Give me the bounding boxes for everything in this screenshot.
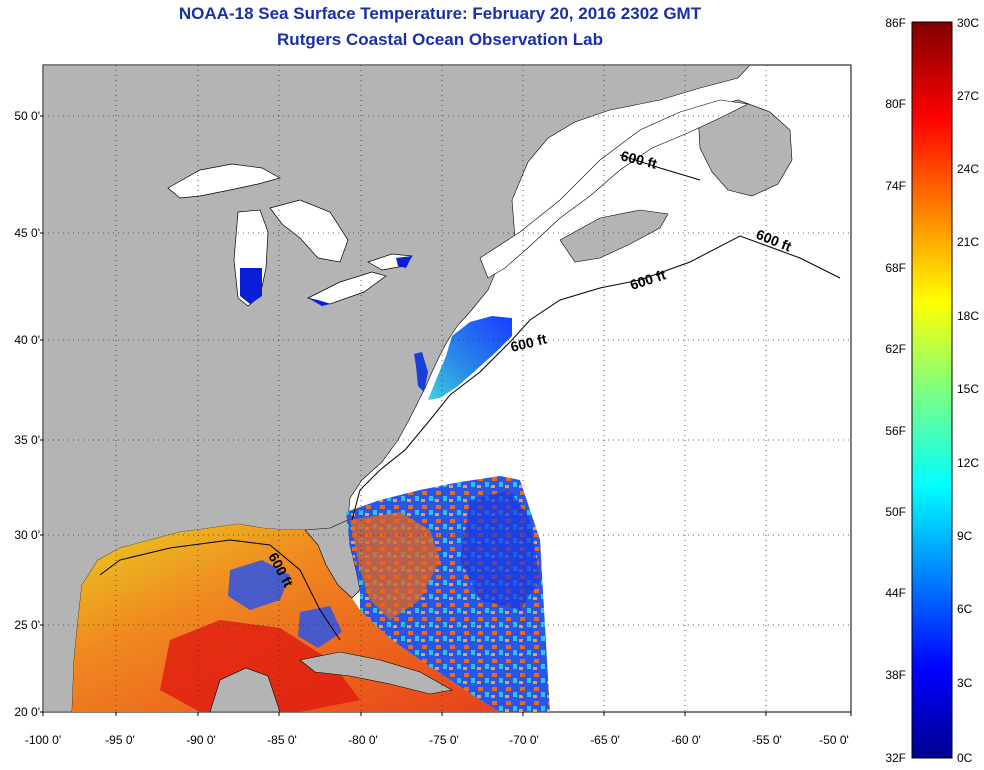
colorbar-c-label: 30C bbox=[957, 16, 979, 30]
lon-label: -65 0' bbox=[590, 733, 620, 747]
lon-label: -85 0' bbox=[267, 733, 297, 747]
lat-label: 25 0' bbox=[14, 618, 40, 632]
land-nova-scotia bbox=[559, 209, 669, 263]
colorbar-f-label: 62F bbox=[885, 342, 906, 356]
lat-label: 20 0' bbox=[14, 705, 40, 719]
st-lawrence-white bbox=[479, 99, 749, 279]
land-cuba bbox=[299, 651, 453, 695]
colorbar-c-label: 6C bbox=[957, 602, 973, 616]
lake-ontario-east bbox=[396, 256, 412, 268]
colorbar-c-label: 9C bbox=[957, 529, 973, 543]
colorbar-c-label: 24C bbox=[957, 162, 979, 176]
lat-label: 50 0' bbox=[14, 109, 40, 123]
lon-label: -95 0' bbox=[105, 733, 135, 747]
land-north-america bbox=[43, 65, 751, 712]
lat-axis: 50 0' 45 0' 40 0' 35 0' 30 0' 25 0' 20 0… bbox=[14, 109, 40, 719]
lake-erie-edge bbox=[308, 298, 330, 306]
sst-midatlantic bbox=[428, 316, 512, 400]
lon-label: -75 0' bbox=[429, 733, 459, 747]
colorbar-f-label: 80F bbox=[885, 97, 906, 111]
lat-label: 45 0' bbox=[14, 226, 40, 240]
sst-atlantic-warm bbox=[350, 512, 440, 620]
colorbar-c-label: 3C bbox=[957, 676, 973, 690]
sst-gulf-blue-patches bbox=[228, 560, 342, 648]
lon-label: -50 0' bbox=[819, 733, 849, 747]
lat-label: 35 0' bbox=[14, 433, 40, 447]
colorbar-c-label: 15C bbox=[957, 382, 979, 396]
lon-axis: -100 0' -95 0' -90 0' -85 0' -80 0' -75 … bbox=[25, 733, 849, 747]
colorbar-f-label: 74F bbox=[885, 179, 906, 193]
sst-atlantic-cold bbox=[460, 490, 540, 610]
lon-label: -60 0' bbox=[671, 733, 701, 747]
isobath-600ft bbox=[99, 154, 841, 641]
map-title: NOAA-18 Sea Surface Temperature: Februar… bbox=[178, 4, 702, 23]
lon-label: -80 0' bbox=[348, 733, 378, 747]
colorbar-c-labels: 30C 27C 24C 21C 18C 15C 12C 9C 6C 3C 0C bbox=[957, 16, 979, 765]
colorbar-f-label: 56F bbox=[885, 424, 906, 438]
colorbar-f-label: 68F bbox=[885, 261, 906, 275]
lon-label: -70 0' bbox=[509, 733, 539, 747]
lake-huron bbox=[269, 199, 349, 263]
colorbar-c-label: 21C bbox=[957, 235, 979, 249]
sst-gulf-red-core bbox=[160, 620, 360, 712]
colorbar-f-label: 38F bbox=[885, 668, 906, 682]
lake-superior bbox=[167, 163, 281, 199]
colorbar-c-label: 18C bbox=[957, 309, 979, 323]
chesapeake-bay bbox=[414, 352, 428, 392]
lat-label: 40 0' bbox=[14, 333, 40, 347]
land-yucatan bbox=[209, 667, 281, 712]
lake-michigan-south bbox=[240, 268, 262, 304]
colorbar-f-label: 32F bbox=[885, 751, 906, 765]
colorbar-c-label: 27C bbox=[957, 89, 979, 103]
lon-label: -100 0' bbox=[25, 733, 61, 747]
land-newfoundland bbox=[697, 99, 793, 197]
colorbar-c-label: 12C bbox=[957, 456, 979, 470]
map-subtitle: Rutgers Coastal Ocean Observation Lab bbox=[277, 30, 603, 49]
lon-label: -90 0' bbox=[186, 733, 216, 747]
colorbar-f-label: 44F bbox=[885, 586, 906, 600]
colorbar-f-labels: 86F 80F 74F 68F 62F 56F 50F 44F 38F 32F bbox=[885, 16, 906, 765]
lat-label: 30 0' bbox=[14, 528, 40, 542]
color-bar bbox=[911, 21, 953, 759]
colorbar-f-label: 50F bbox=[885, 505, 906, 519]
colorbar-c-label: 0C bbox=[957, 751, 973, 765]
colorbar-f-label: 86F bbox=[885, 16, 906, 30]
lon-label: -55 0' bbox=[752, 733, 782, 747]
